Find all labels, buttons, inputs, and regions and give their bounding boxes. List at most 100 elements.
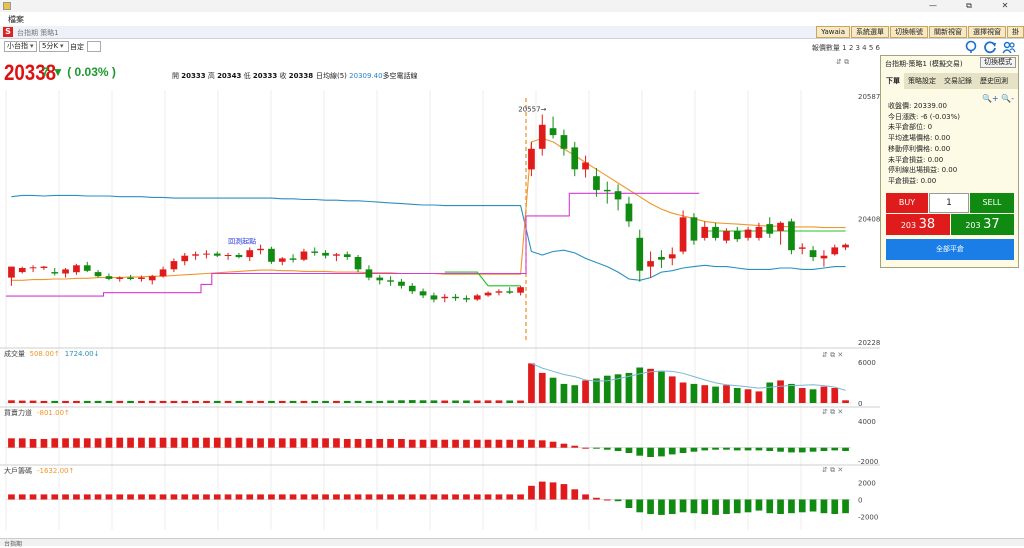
candle-body <box>213 253 221 256</box>
whale-pane-tools[interactable]: ⇵ ⧉ ✕ <box>822 466 844 474</box>
panel-title: 台指期-策略1 (模擬交易) <box>885 60 963 68</box>
indicator-bar <box>40 439 48 448</box>
candle-body <box>506 291 514 293</box>
candle-body <box>333 254 340 256</box>
indicator-tick-label: 0 <box>858 400 862 408</box>
indicator-bar <box>744 499 752 513</box>
indicator-bar <box>733 388 741 403</box>
bid-price-button[interactable]: 203 38 <box>886 214 950 235</box>
indicator-bar <box>463 494 470 500</box>
indicator-bar <box>679 382 687 403</box>
indicator-bar <box>51 438 59 448</box>
restore-button[interactable]: ⧉ <box>966 1 972 10</box>
indicator-bar <box>625 447 633 453</box>
price-tick-label: 20408 <box>858 216 880 224</box>
indicator-tick-label: -2000 <box>858 458 878 466</box>
indicator-bar <box>213 494 221 500</box>
indicator-bar <box>766 447 774 451</box>
price-pane-tools[interactable]: ⇵ ⧉ <box>836 58 850 66</box>
menu-file[interactable]: 檔案 <box>8 15 24 24</box>
indicator-bar <box>235 437 243 448</box>
candle-body <box>625 203 633 222</box>
top-button-new-window[interactable]: 關新視窗 <box>929 26 967 38</box>
candle-body <box>398 281 405 286</box>
indicator-bar <box>419 400 427 403</box>
indicator-bar <box>354 439 362 448</box>
candle-body <box>538 124 546 149</box>
indicator-bar <box>105 494 113 500</box>
doc-title[interactable]: 台指期 策略1 <box>17 29 59 37</box>
refresh-icon[interactable] <box>983 40 997 54</box>
candle-body <box>788 221 795 251</box>
symbol-select[interactable]: 小台指 ▾ <box>4 41 37 52</box>
indicator-bar <box>268 438 275 448</box>
tab-strategy-settings[interactable]: 策略設定 <box>908 77 936 85</box>
indicator-bar <box>831 499 839 514</box>
period-select[interactable]: 5分K ▾ <box>39 41 69 52</box>
candle-body <box>560 135 568 149</box>
indicator-bar <box>517 400 524 403</box>
indicator-bar <box>506 400 514 403</box>
force-pane-tools[interactable]: ⇵ ⧉ ✕ <box>822 408 844 416</box>
indicator-bar <box>300 494 308 500</box>
minimize-button[interactable]: — <box>929 1 937 10</box>
users-icon[interactable] <box>1002 40 1016 54</box>
top-button-more[interactable]: 掛 <box>1007 26 1024 38</box>
tab-backtest[interactable]: 歷史回測 <box>980 77 1008 85</box>
indicator-bar <box>29 400 37 403</box>
bulb-icon[interactable] <box>964 40 978 54</box>
indicator-bar <box>159 437 167 448</box>
candle-body <box>733 231 741 240</box>
buy-button[interactable]: BUY <box>886 193 928 213</box>
indicator-bar <box>549 482 557 500</box>
panel-tabs: 下單 策略設定 交易記錄 歷史回測 <box>882 73 1018 89</box>
position-info: 收盤價: 20339.00 今日漲跌: -6 (-0.03%) 未平倉部位: 0… <box>888 101 960 187</box>
doc-icon: S <box>3 27 13 37</box>
indicator-bar <box>538 372 546 403</box>
tab-order[interactable]: 下單 <box>882 73 904 89</box>
custom-input[interactable] <box>87 41 101 52</box>
top-button-system-menu[interactable]: 系統選單 <box>851 26 889 38</box>
status-symbol: 台指期 <box>4 541 23 548</box>
indicator-bar <box>354 400 362 403</box>
indicator-bar <box>603 375 611 403</box>
top-button-yawaia[interactable]: Yawaia <box>816 26 850 38</box>
candle-body <box>192 254 199 256</box>
quantity-input[interactable]: 1 <box>929 193 969 213</box>
candle-body <box>495 291 503 293</box>
indicator-bar <box>29 439 37 448</box>
indicator-bar <box>62 400 69 403</box>
candle-body <box>441 296 449 299</box>
candle-body <box>203 253 210 255</box>
info-stop-exit-pnl: 停利線出場損益: 0.00 <box>888 166 958 175</box>
top-button-switch-account[interactable]: 切換帳號 <box>890 26 928 38</box>
indicator-bar <box>376 400 384 403</box>
indicator-bar <box>408 400 416 403</box>
indicator-bar <box>820 447 828 451</box>
indicator-bar <box>723 499 730 514</box>
indicator-bar <box>842 447 849 451</box>
zoom-icons[interactable]: 🔍+ 🔍- <box>981 94 1014 103</box>
ma-suffix: 多空電話線 <box>382 72 418 80</box>
ask-price-button[interactable]: 203 37 <box>951 214 1014 235</box>
top-button-bar: Yawaia 系統選單 切換帳號 關新視窗 選擇視窗 掛 <box>815 26 1024 38</box>
close-all-button[interactable]: 全部平倉 <box>886 239 1014 260</box>
top-button-select-window[interactable]: 選擇視窗 <box>968 26 1006 38</box>
candle-body <box>300 251 308 260</box>
view-count-selector[interactable]: 報價數量 1 2 3 4 5 6 <box>811 44 880 52</box>
indicator-bar <box>159 494 167 500</box>
info-close-price: 收盤價: 20339.00 <box>888 102 947 110</box>
indicator-bar <box>549 441 557 448</box>
tab-trade-log[interactable]: 交易記錄 <box>944 77 972 85</box>
indicator-bar <box>452 439 459 448</box>
candle-body <box>148 276 156 281</box>
indicator-bar <box>668 499 676 514</box>
indicator-bar <box>593 378 600 403</box>
switch-mode-button[interactable]: 切換模式 <box>980 57 1016 68</box>
indicator-bar <box>528 485 535 500</box>
sell-button[interactable]: SELL <box>970 193 1014 213</box>
indicator-bar <box>300 400 308 403</box>
close-button[interactable]: ✕ <box>1001 1 1009 10</box>
info-avg-entry: 平均進場價格: 0.00 <box>888 134 951 143</box>
volume-pane-tools[interactable]: ⇵ ⧉ ✕ <box>822 351 844 359</box>
